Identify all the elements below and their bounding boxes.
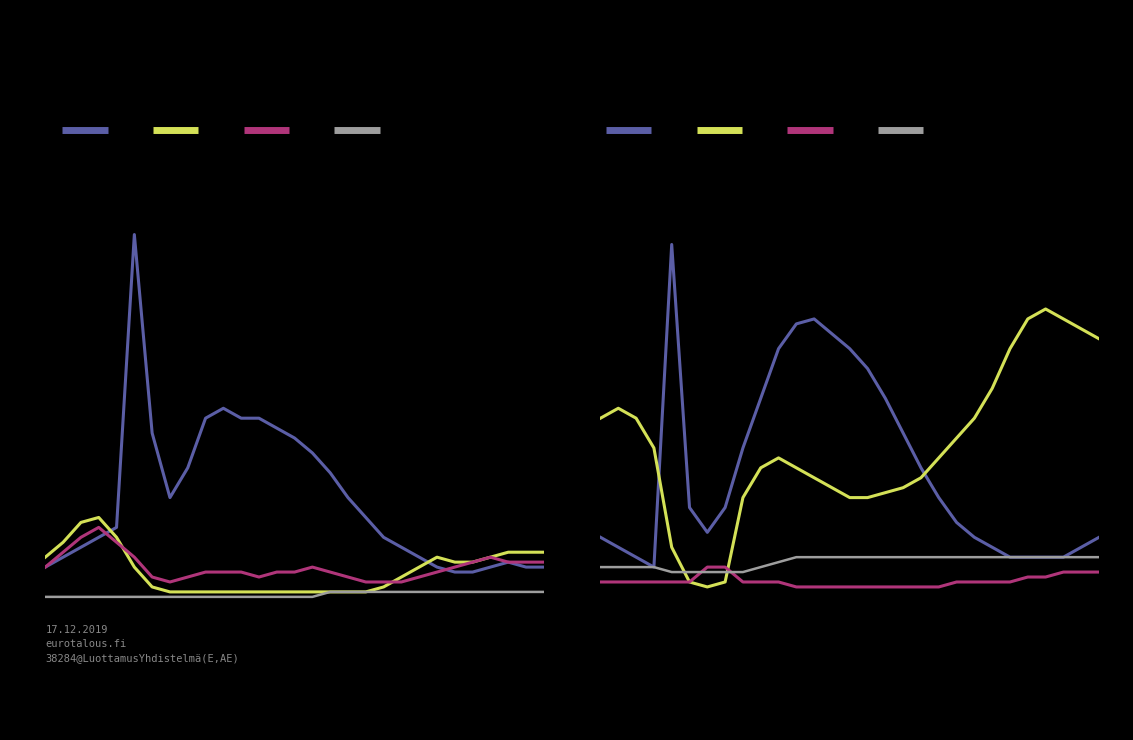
Text: 17.12.2019
eurotalous.fi
38284@LuottamusYhdistelmä(E,AE): 17.12.2019 eurotalous.fi 38284@Luottamus… [45, 625, 239, 663]
